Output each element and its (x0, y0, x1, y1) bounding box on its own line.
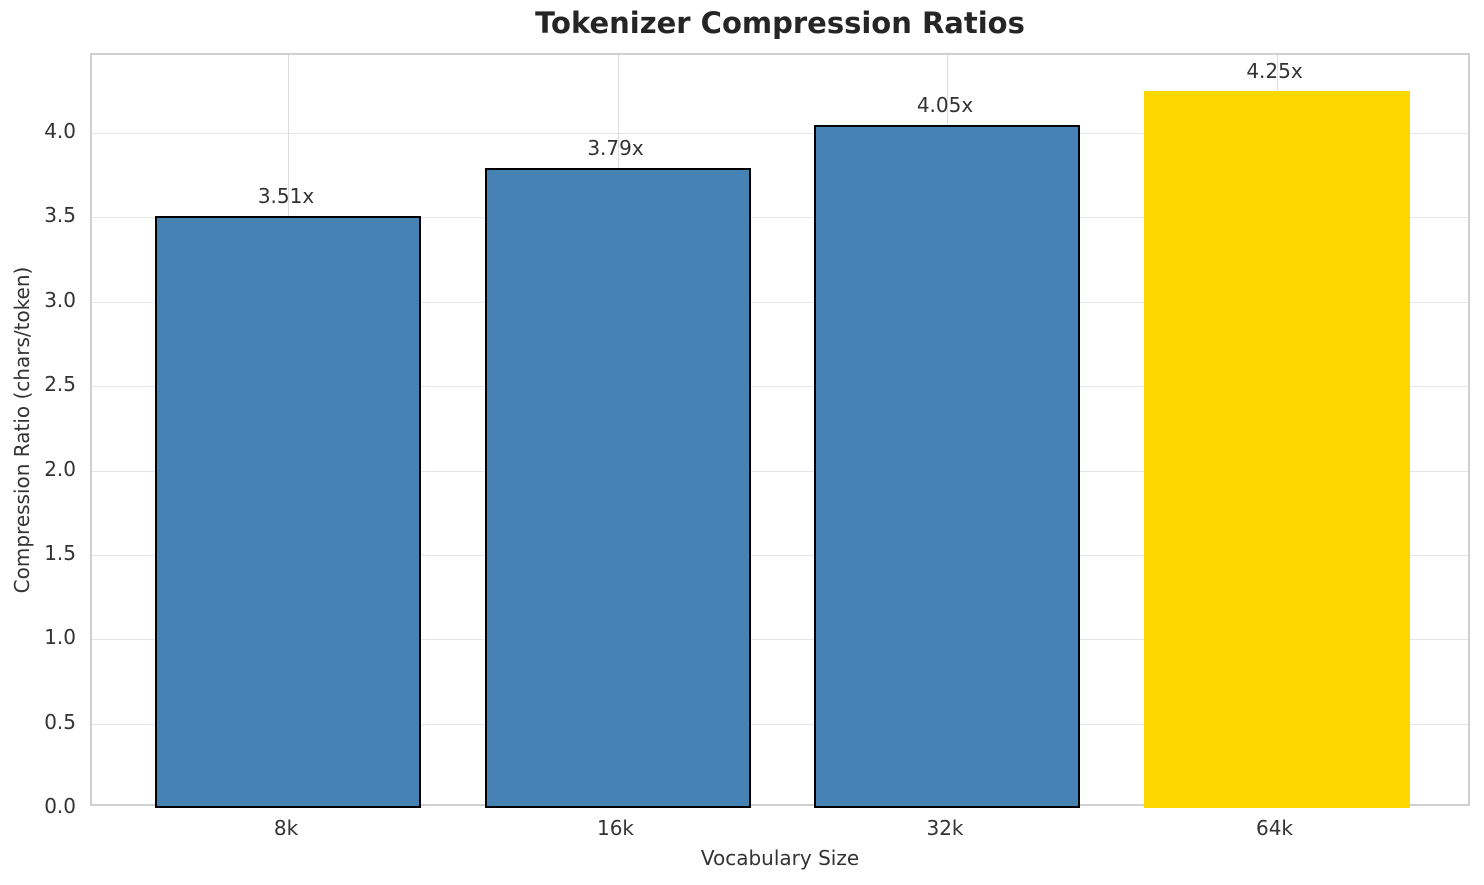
plot-area (90, 53, 1470, 808)
bar-8k (155, 215, 421, 808)
y-tick-label: 2.5 (44, 372, 76, 397)
bar-value-label: 4.25x (1246, 58, 1303, 83)
gridline-horizontal (92, 133, 1468, 135)
bar-32k (814, 124, 1080, 808)
bar-16k (484, 168, 751, 808)
gridline-horizontal (92, 639, 1468, 641)
y-tick-label: 1.0 (44, 625, 76, 650)
y-tick-label: 3.5 (44, 203, 76, 228)
gridline-horizontal (92, 723, 1468, 725)
bar-value-label: 3.51x (257, 183, 315, 208)
chart-title: Tokenizer Compression Ratios (535, 6, 1025, 40)
y-tick-label: 4.0 (44, 119, 76, 144)
gridline-horizontal (92, 386, 1468, 388)
y-tick-label: 1.5 (44, 540, 76, 565)
bar-value-label: 3.79x (587, 136, 644, 161)
gridline-horizontal (92, 217, 1468, 219)
y-tick-label: 3.0 (44, 287, 76, 312)
y-tick-label: 0.0 (44, 794, 76, 818)
bar-value-label: 4.05x (916, 92, 974, 117)
bar-64k (1143, 90, 1410, 808)
x-tick-label: 8k (273, 816, 299, 840)
x-tick-label: 16k (596, 816, 635, 840)
x-axis-label: Vocabulary Size (700, 846, 860, 870)
gridline-horizontal (92, 301, 1468, 303)
gridline-horizontal (92, 554, 1468, 556)
x-tick-label: 64k (1255, 816, 1294, 840)
y-tick-label: 2.0 (44, 456, 76, 481)
x-tick-label: 32k (926, 816, 964, 840)
gridline-horizontal (92, 470, 1468, 472)
y-tick-label: 0.5 (44, 709, 76, 734)
